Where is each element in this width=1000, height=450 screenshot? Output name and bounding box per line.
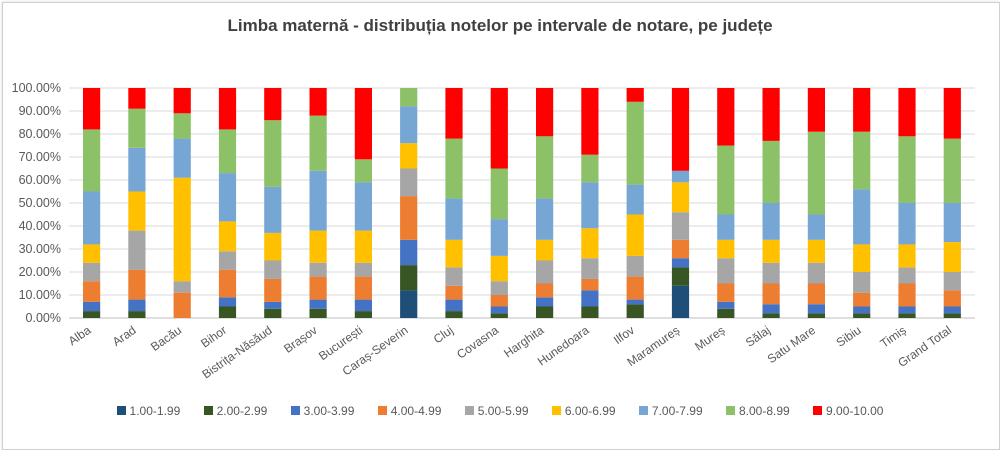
svg-text:30.00%: 30.00% (19, 242, 61, 256)
svg-text:50.00%: 50.00% (19, 196, 61, 210)
svg-text:Bihor: Bihor (198, 323, 229, 351)
svg-text:70.00%: 70.00% (19, 150, 61, 164)
svg-text:Satu Mare: Satu Mare (765, 323, 819, 366)
svg-text:Bacău: Bacău (148, 323, 184, 354)
svg-text:60.00%: 60.00% (19, 173, 61, 187)
svg-text:Ilfov: Ilfov (611, 323, 637, 347)
svg-text:0.00%: 0.00% (26, 311, 61, 325)
svg-text:Sălaj: Sălaj (743, 323, 773, 350)
svg-text:20.00%: 20.00% (19, 265, 61, 279)
svg-text:Mureș: Mureș (692, 323, 727, 354)
svg-text:Cluj: Cluj (431, 323, 456, 346)
svg-text:90.00%: 90.00% (19, 104, 61, 118)
svg-text:Brașov: Brașov (281, 323, 320, 356)
svg-text:Arad: Arad (110, 323, 139, 349)
svg-text:Covasna: Covasna (454, 323, 501, 362)
svg-text:Timiș: Timiș (878, 323, 909, 351)
svg-text:100.00%: 100.00% (12, 81, 61, 95)
svg-text:Hunedoara: Hunedoara (535, 323, 592, 369)
svg-text:80.00%: 80.00% (19, 127, 61, 141)
svg-text:40.00%: 40.00% (19, 219, 61, 233)
svg-text:Alba: Alba (66, 323, 94, 348)
svg-text:Sibiu: Sibiu (834, 323, 864, 350)
svg-text:10.00%: 10.00% (19, 288, 61, 302)
